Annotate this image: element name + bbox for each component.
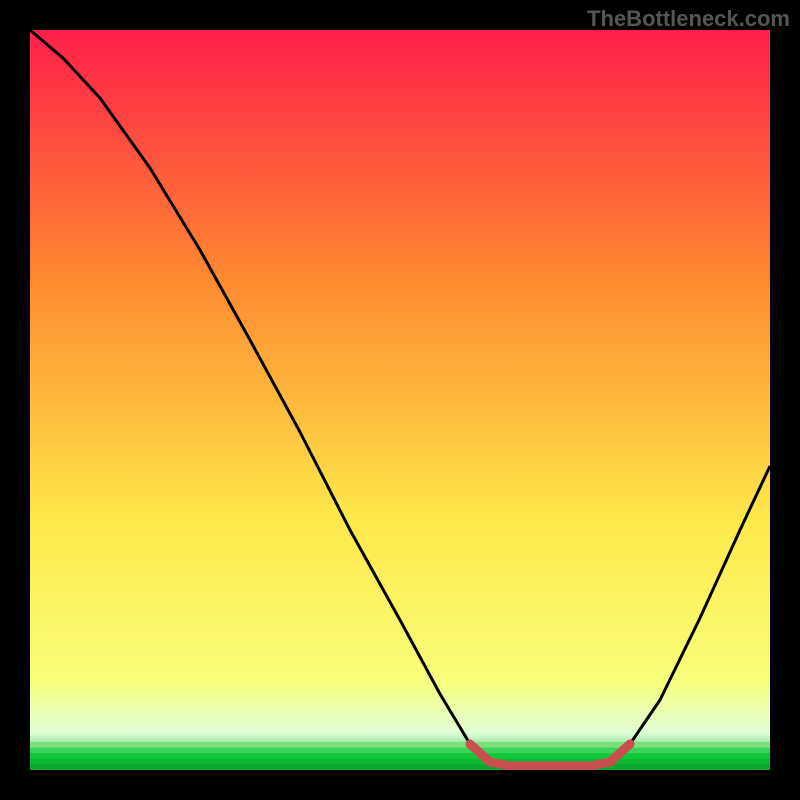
chart-canvas: TheBottleneck.com — [0, 0, 800, 800]
gradient-background — [30, 30, 770, 770]
bottom-stripes — [30, 742, 770, 771]
bottleneck-chart — [0, 0, 800, 800]
watermark-text: TheBottleneck.com — [587, 6, 790, 32]
